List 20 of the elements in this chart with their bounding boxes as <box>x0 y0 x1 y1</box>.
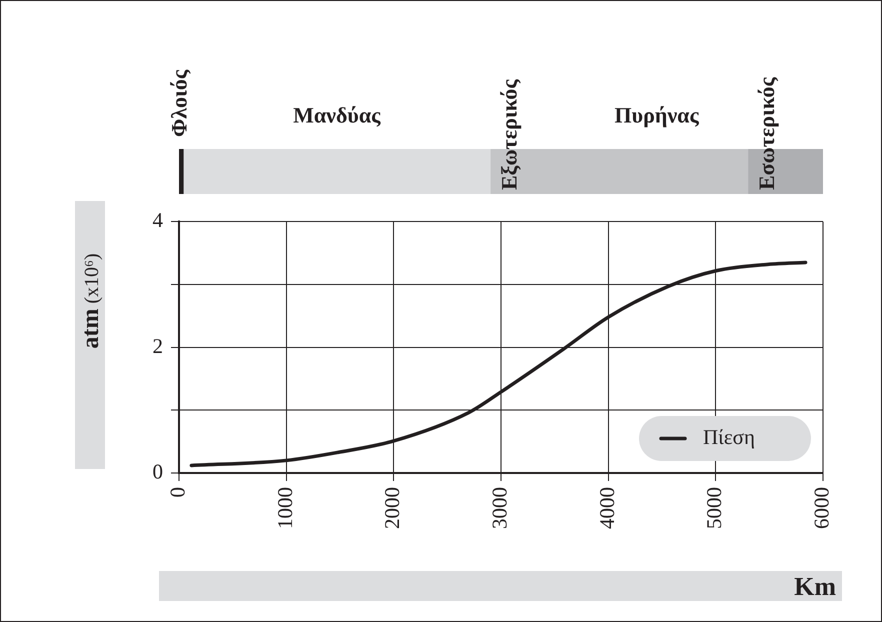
text: Εξωτερικός <box>496 78 522 190</box>
x-tick-label: 3000 <box>488 487 512 529</box>
text: Εσωτερικός <box>754 76 779 190</box>
text: Πυρήνας <box>614 102 700 128</box>
series-label: Μανδύας <box>293 102 382 128</box>
legend-label: Πίεση <box>703 425 755 450</box>
x-tick-label: 6000 <box>810 487 834 529</box>
x-tick-label: 2000 <box>380 487 404 529</box>
y-tick-label: 4 <box>152 208 164 232</box>
x-tick-label: 0 <box>166 487 190 498</box>
x-axis-title: Km <box>794 572 836 601</box>
text: Φλοιός <box>166 69 192 137</box>
x-tick-label: 4000 <box>594 487 619 529</box>
y-tick-label: 2 <box>152 334 163 358</box>
x-tick-label: 5000 <box>702 487 726 529</box>
y-tick-label: 0 <box>152 460 163 484</box>
bar <box>179 149 184 194</box>
y-axis-title: atm (x10⁶) <box>78 253 104 349</box>
bar <box>182 149 491 194</box>
x-tick-label: 1000 <box>272 487 297 529</box>
